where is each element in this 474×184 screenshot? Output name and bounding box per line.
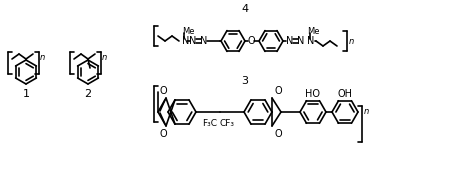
Text: N: N <box>297 36 305 46</box>
Text: HO: HO <box>306 89 320 99</box>
Text: 3: 3 <box>241 76 248 86</box>
Text: n: n <box>349 36 354 45</box>
Text: n: n <box>364 107 369 116</box>
Text: N: N <box>182 36 190 46</box>
Text: O: O <box>159 129 167 139</box>
Text: Me: Me <box>182 26 194 36</box>
Text: 4: 4 <box>241 4 248 14</box>
Text: N: N <box>201 36 208 46</box>
Text: F₃C: F₃C <box>202 119 218 128</box>
Text: O: O <box>274 129 282 139</box>
Text: O: O <box>247 36 255 46</box>
Text: Me: Me <box>307 26 319 36</box>
Text: CF₃: CF₃ <box>219 119 235 128</box>
Text: n: n <box>102 52 107 61</box>
Text: N: N <box>189 36 197 46</box>
Text: O: O <box>274 86 282 96</box>
Text: n: n <box>40 52 45 61</box>
Text: OH: OH <box>337 89 353 99</box>
Text: N: N <box>307 36 314 46</box>
Text: 1: 1 <box>22 89 29 99</box>
Text: 2: 2 <box>84 89 91 99</box>
Text: O: O <box>159 86 167 96</box>
Text: N: N <box>286 36 294 46</box>
